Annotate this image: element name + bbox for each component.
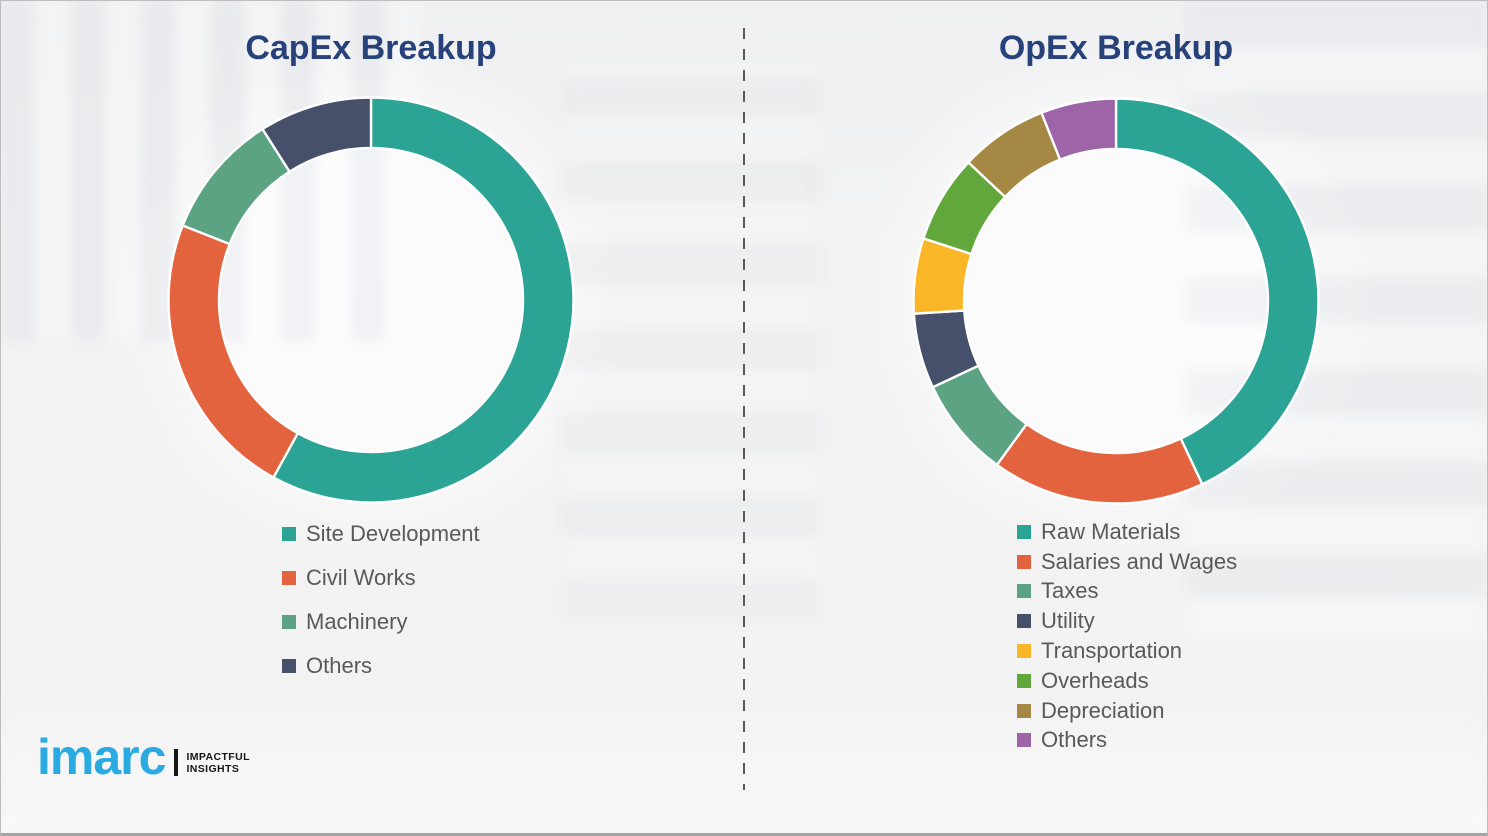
legend-swatch [282,571,296,585]
donut-slice-salaries-and-wages [995,422,1204,505]
legend-swatch [1017,524,1031,539]
donut-slice-raw-materials [1114,97,1320,486]
legend-label: Depreciation [1041,697,1165,723]
legend-label: Others [306,653,373,678]
legend-item-others: Others [282,644,480,688]
legend-label: Salaries and Wages [1041,548,1238,574]
background-watermark [561,61,821,621]
legend-item-site-development: Site Development [282,512,480,556]
legend-swatch [1017,644,1031,659]
legend-item-overheads: Overheads [1017,666,1237,696]
legend-item-others: Others [1017,726,1237,756]
donut-slice-others [260,96,373,174]
tagline-line1: IMPACTFUL [186,751,250,763]
tagline-line2: INSIGHTS [186,763,240,775]
opex-donut-chart [912,97,1320,505]
legend-swatch [1017,703,1031,718]
legend-label: Others [1041,727,1108,753]
logo-tagline: IMPACTFUL INSIGHTS [186,751,249,775]
legend-swatch [282,527,296,541]
legend-swatch [1017,554,1031,569]
donut-slice-civil-works [167,223,300,480]
donut-slice-others [1039,97,1118,162]
imarc-logo-text: imarc [37,729,166,785]
legend-item-transportation: Transportation [1017,636,1237,666]
legend-item-utility: Utility [1017,606,1237,636]
legend-label: Overheads [1041,667,1149,693]
legend-swatch [1017,733,1031,748]
capex-chart-title: CapEx Breakup [245,29,497,67]
legend-label: Site Development [306,521,480,546]
opex-chart-title: OpEx Breakup [998,29,1234,67]
legend-item-civil-works: Civil Works [282,556,480,600]
opex-legend: Raw Materials Salaries and Wages Taxes Util… [1017,517,1237,755]
legend-label: Machinery [306,609,408,634]
legend-swatch [1017,673,1031,688]
legend-label: Utility [1041,608,1095,634]
capex-donut-chart [167,96,575,504]
legend-item-raw-materials: Raw Materials [1017,517,1237,547]
legend-label: Transportation [1041,638,1183,664]
legend-item-taxes: Taxes [1017,577,1237,607]
legend-item-salaries-and-wages: Salaries and Wages [1017,547,1237,577]
legend-label: Raw Materials [1041,518,1181,544]
logo-divider-bar [174,749,179,776]
imarc-logo: imarc IMPACTFUL INSIGHTS [37,729,250,785]
legend-swatch [282,659,296,673]
legend-swatch [282,615,296,629]
legend-label: Civil Works [306,565,416,590]
capex-legend: Site Development Civil Works Machinery Othe… [282,512,480,688]
legend-swatch [1017,614,1031,629]
legend-swatch [1017,584,1031,599]
legend-item-machinery: Machinery [282,600,480,644]
dashed-divider [743,28,745,790]
legend-label: Taxes [1041,578,1099,604]
legend-item-depreciation: Depreciation [1017,696,1237,726]
donut-slice-site-development [271,96,575,504]
